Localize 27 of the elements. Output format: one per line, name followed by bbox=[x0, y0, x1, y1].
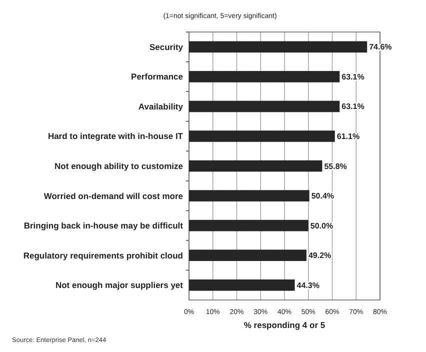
bar bbox=[189, 130, 335, 142]
bar bbox=[189, 41, 368, 53]
bar bbox=[189, 250, 306, 261]
data-label: 61.1% bbox=[336, 132, 360, 142]
bar bbox=[189, 279, 295, 291]
y-tick-label: Regulatory requirements prohibit cloud bbox=[23, 250, 183, 260]
y-tick-label: Bringing back in-house may be difficult bbox=[24, 220, 184, 231]
data-label: 44.3% bbox=[296, 280, 320, 290]
x-axis-title: % responding 4 or 5 bbox=[244, 320, 326, 330]
y-tick-label: Availability bbox=[138, 101, 184, 112]
y-tick-label: Hard to integrate with in-house IT bbox=[48, 131, 184, 142]
bar bbox=[189, 190, 310, 202]
data-label: 49.2% bbox=[308, 251, 332, 260]
y-tick-label: Worried on-demand will cost more bbox=[44, 190, 184, 201]
bar bbox=[189, 71, 340, 82]
bar bbox=[189, 220, 308, 232]
data-label: 63.1% bbox=[342, 72, 364, 82]
y-tick-label: Not enough major suppliers yet bbox=[55, 280, 184, 290]
data-label: 50.4% bbox=[311, 192, 334, 201]
y-tick-label: Not enough ability to customize bbox=[54, 160, 184, 171]
data-label: 50.0% bbox=[310, 221, 334, 230]
data-label: 63.1% bbox=[342, 102, 364, 112]
y-tick-label: Security bbox=[149, 42, 184, 52]
bar bbox=[189, 100, 340, 112]
bar bbox=[189, 160, 322, 172]
y-tick-label: Performance bbox=[131, 72, 184, 82]
data-label: 55.8% bbox=[324, 162, 347, 171]
